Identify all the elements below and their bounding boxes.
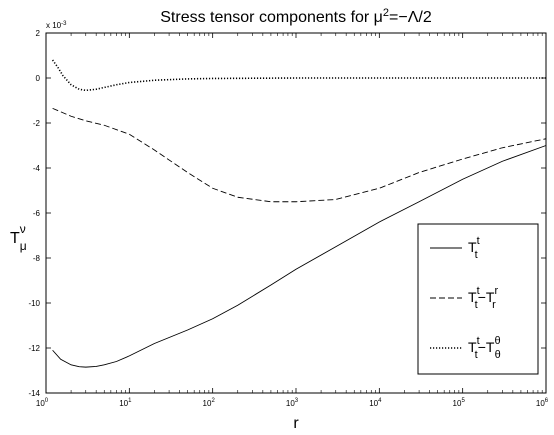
axis-tick-labels: 100 101 102 103 104 105 106 2 0 -2 -4 -6 -8 -10 -12 -14 [28, 29, 548, 408]
chart-title: Stress tensor components for μ2=−Λ/2 [160, 7, 432, 26]
y-tick-label: -8 [33, 254, 41, 263]
y-tick-label: -4 [33, 164, 41, 173]
legend-entry-label: Tt t [468, 235, 480, 261]
legend: Tt t Tt t−Tr r Tt t−Tθ θ [417, 223, 539, 375]
y-axis-multiplier: x 10-3 [46, 21, 67, 30]
x-tick-label: 101 [119, 398, 132, 408]
y-tick-label: -14 [28, 389, 40, 398]
axis-ticks [45, 32, 547, 394]
series-line-dashed [52, 107, 547, 203]
x-axis-label: r [293, 415, 299, 432]
legend-entry-label: Tt t−Tr r [468, 285, 498, 311]
y-axis-label: Tν μ [10, 222, 27, 253]
x-tick-label: 103 [286, 398, 299, 408]
series-line-solid [52, 145, 547, 368]
series-group [51, 59, 547, 368]
x-tick-label: 106 [536, 398, 549, 408]
legend-entry-label: Tt t−Tθ θ [468, 335, 501, 361]
y-tick-label: 0 [36, 74, 41, 83]
y-tick-label: 2 [36, 29, 41, 38]
legend-box [417, 223, 539, 375]
y-tick-label: -6 [33, 209, 41, 218]
x-tick-label: 104 [369, 398, 382, 408]
series-line-dotted [51, 59, 546, 92]
y-tick-label: -2 [33, 119, 41, 128]
x-tick-label: 105 [453, 398, 466, 408]
y-tick-label: -10 [28, 299, 40, 308]
x-tick-label: 102 [203, 398, 216, 408]
y-tick-label: -12 [28, 344, 40, 353]
x-tick-label: 100 [36, 398, 49, 408]
